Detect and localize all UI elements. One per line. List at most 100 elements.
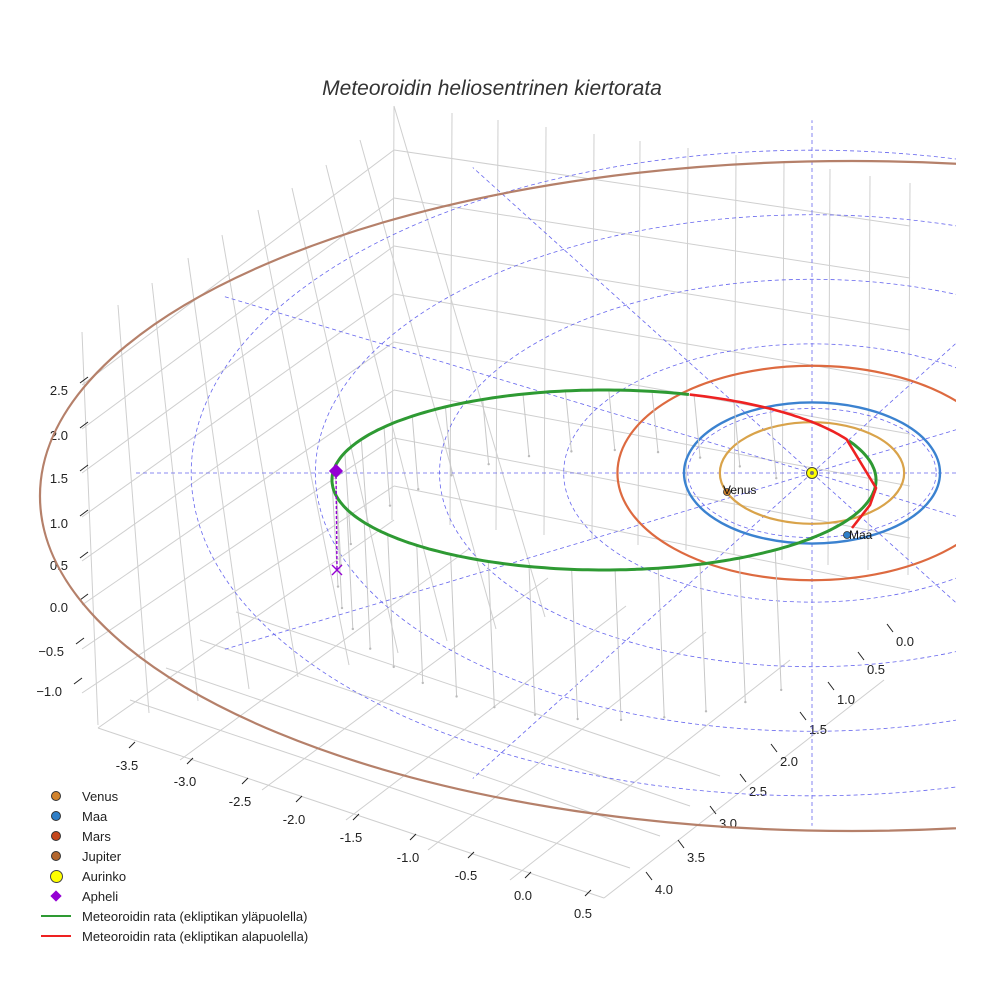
y-tick-label: 2.5 [749, 784, 767, 799]
y-tick-label: 4.0 [655, 882, 673, 897]
venus-marker-icon [51, 791, 61, 801]
orbit-dropline [487, 561, 495, 708]
orbit-dropline-end [349, 542, 353, 546]
pane-gridline [637, 140, 641, 546]
orbit-scene: Venus Maa [39, 120, 956, 832]
pane-gridline [199, 639, 691, 807]
maa-annotation: Maa [849, 528, 873, 542]
orbit-dropline-end [619, 718, 623, 722]
pane-gridline [179, 547, 471, 761]
pane-gridline [781, 161, 785, 561]
legend-item-above: Meteoroidin rata (ekliptikan yläpuolella… [40, 906, 308, 926]
orbit-dropline [733, 400, 741, 467]
y-tick-mark [645, 871, 653, 881]
pane-gridline [733, 154, 737, 556]
y-tick-mark [857, 651, 865, 661]
orbit-dropline-end [570, 450, 573, 453]
pane-gridline [81, 389, 395, 606]
z-tick-label: −0.5 [38, 644, 64, 659]
orbit-dropline [363, 522, 371, 649]
pane-gridline [235, 611, 721, 777]
orbit-dropline-end [613, 448, 616, 452]
ecliptic-grid-radial [224, 296, 813, 474]
venus-annotation: Venus [723, 483, 756, 497]
orbit-dropline [769, 408, 777, 479]
legend: Venus Maa Mars Jupiter Aurinko Apheli Me… [40, 786, 308, 946]
ecliptic-grid-radial [472, 472, 813, 779]
y-tick-label: 3.0 [719, 816, 737, 831]
venus-marker [723, 488, 731, 496]
orbit-dropline-end [392, 665, 395, 669]
orbit-dropline [482, 399, 490, 465]
orbit-dropline [614, 569, 622, 720]
legend-label-above: Meteoroidin rata (ekliptikan yläpuolella… [82, 908, 308, 924]
meteoroid-orbit-above [330, 388, 878, 572]
ecliptic-grid-radial [811, 472, 956, 517]
x-tick-mark [524, 871, 532, 879]
orbit-dropline-end [493, 705, 496, 709]
z-tick-label: −1.0 [36, 684, 62, 699]
pane-gridline [81, 437, 395, 650]
y-tick-mark [770, 743, 778, 753]
pane-gridline [117, 304, 150, 714]
x-tick-mark [128, 741, 136, 749]
mars-orbit [616, 364, 956, 582]
y-tick-label: 0.0 [896, 634, 914, 649]
pane-gridline [97, 727, 605, 899]
x-tick-label: -3.5 [116, 758, 138, 773]
orbit-dropline-end [417, 488, 420, 491]
z-tick-label: 0.5 [50, 558, 68, 573]
jupiter-orbit [39, 160, 956, 832]
pane-gridline [325, 164, 448, 642]
sun-marker-icon [49, 869, 63, 883]
z-tick-label: 0.0 [50, 600, 68, 615]
maa-marker [843, 531, 851, 539]
pane-gridline [393, 105, 546, 618]
orbit-dropline-end [576, 717, 579, 721]
x-tick-mark [409, 833, 417, 841]
x-tick-label: 0.0 [514, 888, 532, 903]
pane-gridline [165, 667, 661, 837]
orbit-dropline [528, 566, 536, 715]
chart-title: Meteoroidin heliosentrinen kiertorata [322, 77, 662, 100]
x-tick-label: -1.5 [340, 830, 362, 845]
orbit-dropline [571, 569, 579, 720]
z-tick-mark [79, 551, 89, 559]
aphelion-dropline [335, 470, 338, 570]
pane-gridline [427, 631, 707, 851]
axes-panes [81, 105, 911, 899]
pane-gridline [81, 293, 395, 518]
pane-gridline [257, 209, 350, 666]
orbit-dropline [346, 509, 354, 629]
ecliptic-grid-radial [811, 472, 956, 604]
sun-core [810, 471, 814, 475]
x-tick-label: -2.0 [283, 812, 305, 827]
ecliptic-grid-radial [224, 472, 813, 650]
z-tick-mark [79, 421, 89, 429]
pane-gridline [81, 331, 99, 726]
legend-label-jupiter: Jupiter [82, 848, 122, 864]
orbit-dropline [387, 534, 395, 667]
maa-marker-icon [51, 811, 61, 821]
mars-marker-icon [51, 831, 61, 841]
orbit-dropline [657, 568, 665, 718]
y-tick-mark [799, 711, 807, 721]
pane-gridline [495, 119, 499, 531]
orbit-dropline-end [663, 716, 666, 719]
orbit-dropline-end [421, 681, 424, 685]
x-tick-label: 0.5 [574, 906, 592, 921]
y-tick-label: 2.0 [780, 754, 798, 769]
ecliptic-grid-radial [811, 429, 956, 474]
pane-gridline [261, 577, 549, 791]
z-tick-mark [79, 464, 89, 472]
orbit-dropline [693, 395, 701, 458]
pane-gridline [449, 112, 453, 526]
pane-gridline [221, 234, 299, 678]
legend-item-jupiter: Jupiter [40, 846, 308, 866]
pane-gridline [393, 437, 911, 539]
x-tick-mark [352, 813, 360, 821]
pane-gridline [97, 519, 395, 729]
orbit-dropline-end [698, 456, 702, 459]
legend-label-mars: Mars [82, 828, 111, 844]
